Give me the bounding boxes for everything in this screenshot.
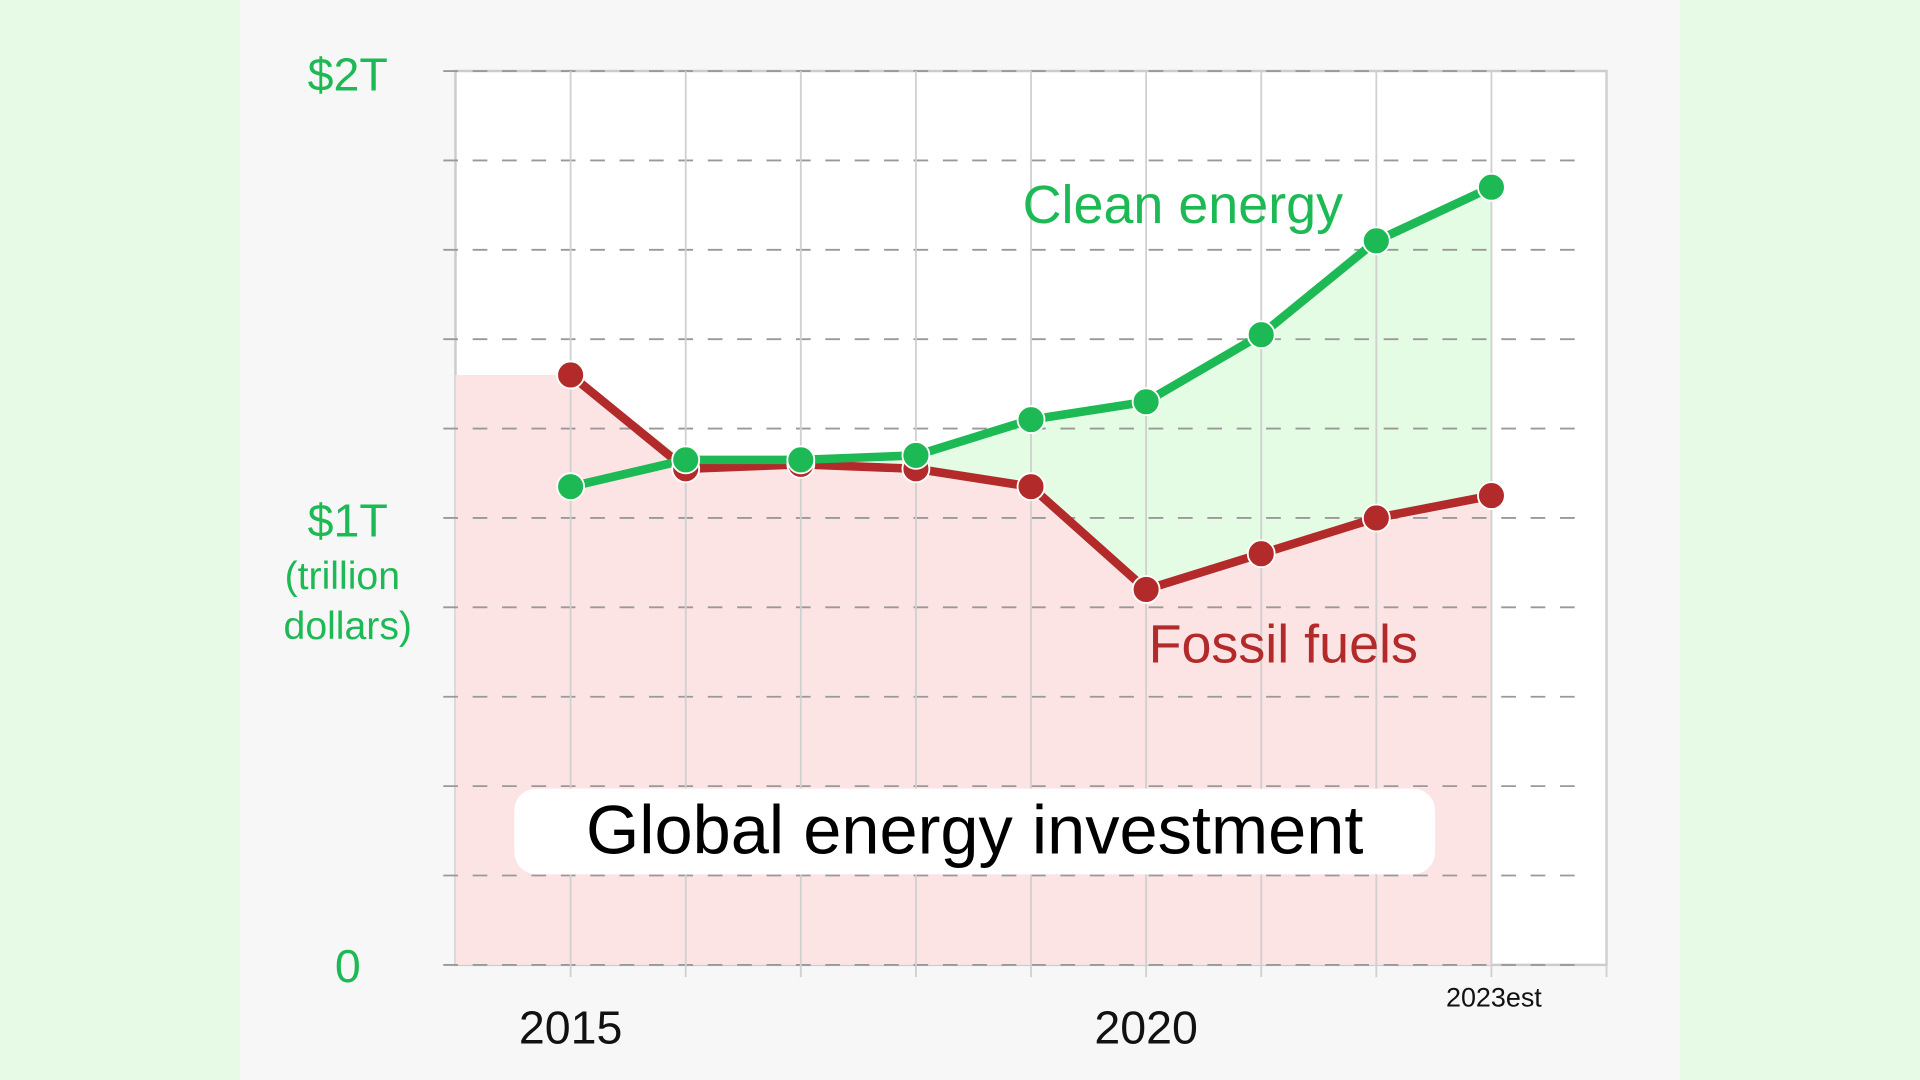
- fossil-fuels-point-2015: [556, 360, 585, 390]
- fossil-fuels-point-2023: [1477, 481, 1506, 511]
- y-tick-label-2t: $2T: [308, 49, 388, 101]
- x-tick-label-2020: 2020: [1094, 1001, 1197, 1053]
- clean-energy-point-2023: [1477, 172, 1506, 202]
- series-label-clean-energy: Clean energy: [1023, 175, 1343, 235]
- clean-energy-point-2020: [1131, 387, 1161, 417]
- y-axis-label-line-2: dollars): [284, 605, 412, 648]
- y-tick-label-1t: $1T: [308, 494, 388, 546]
- y-axis-label: (trillion dollars): [284, 555, 412, 648]
- title-box: [514, 788, 1436, 875]
- y-axis-label-line-1: (trillion: [285, 555, 400, 598]
- series-label-fossil-fuels: Fossil fuels: [1149, 614, 1418, 674]
- clean-energy-point-2015: [556, 472, 585, 502]
- chart-title: Global energy investment: [586, 791, 1363, 868]
- x-tick-label-2015: 2015: [519, 1001, 622, 1053]
- clean-energy-point-2018: [901, 440, 931, 470]
- x-tick-label-2023est: 2023est: [1446, 983, 1542, 1013]
- clean-energy-point-2021: [1246, 320, 1276, 350]
- fossil-fuels-point-2022: [1361, 503, 1391, 533]
- fossil-fuels-point-2020: [1131, 575, 1161, 604]
- y-tick-label-0: 0: [335, 940, 361, 992]
- clean-energy-point-2017: [786, 445, 816, 475]
- clean-energy-point-2016: [671, 445, 701, 475]
- fossil-fuels-point-2019: [1016, 472, 1046, 502]
- fossil-fuels-point-2021: [1246, 539, 1276, 569]
- clean-energy-point-2022: [1361, 226, 1391, 256]
- clean-energy-point-2019: [1016, 405, 1046, 435]
